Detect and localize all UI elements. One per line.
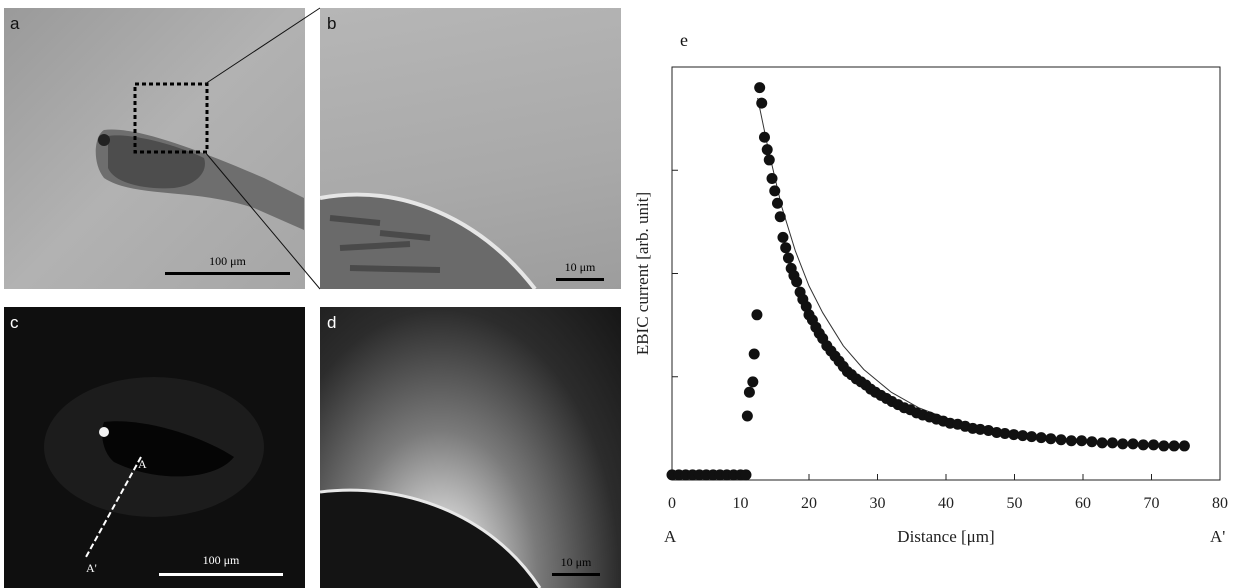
x-end-label-start: A xyxy=(664,527,677,546)
data-point xyxy=(743,386,755,398)
needle-tip-illustration xyxy=(95,82,304,230)
zoom-box xyxy=(133,82,209,154)
data-point xyxy=(1065,435,1077,447)
data-point xyxy=(1086,436,1098,448)
panel-e-label: e xyxy=(680,30,688,50)
x-tick-label: 50 xyxy=(1007,495,1023,512)
y-axis-label: EBIC current [arb. unit] xyxy=(633,192,652,355)
data-point xyxy=(1168,440,1180,452)
panel-a-sem-image: 100 μm xyxy=(4,8,305,289)
data-point xyxy=(1026,431,1038,443)
panel-b-label: b xyxy=(327,14,337,33)
panel-c-ebic-image: A A' 100 μm xyxy=(4,307,305,588)
data-point xyxy=(1076,435,1088,447)
scale-bar xyxy=(552,573,600,576)
x-end-label-end: A' xyxy=(1210,527,1225,546)
panel-d-ebic-image: 10 μm xyxy=(320,307,621,588)
x-tick-label: 20 xyxy=(801,495,817,512)
scale-label: 100 μm xyxy=(202,553,240,567)
ebic-edge-illustration xyxy=(320,488,542,588)
data-point xyxy=(1055,434,1067,446)
data-point xyxy=(999,428,1011,440)
data-point xyxy=(780,242,792,254)
data-point xyxy=(748,348,760,360)
data-point xyxy=(1008,429,1020,441)
data-point xyxy=(791,276,803,288)
needle-edge-illustration xyxy=(320,192,537,289)
data-point xyxy=(1137,439,1149,451)
panel-b-sem-image: 10 μm xyxy=(320,8,621,289)
panel-a-label: a xyxy=(10,14,20,33)
x-tick-label: 70 xyxy=(1144,495,1160,512)
data-point xyxy=(1117,438,1129,450)
scale-bar xyxy=(556,278,604,281)
data-point xyxy=(761,144,773,156)
data-point xyxy=(1148,439,1160,451)
data-point xyxy=(1127,438,1139,450)
data-point xyxy=(800,301,812,313)
data-point xyxy=(754,82,766,94)
data-point xyxy=(782,252,794,264)
x-axis-label: Distance [μm] xyxy=(897,527,994,546)
panel-c-label: c xyxy=(10,313,19,332)
x-tick-label: 80 xyxy=(1212,495,1228,512)
x-tick-label: 0 xyxy=(668,495,676,512)
data-point xyxy=(777,231,789,243)
scale-label: 10 μm xyxy=(560,555,592,569)
scale-bar xyxy=(165,272,290,275)
x-tick-label: 30 xyxy=(870,495,886,512)
panel-d-label: d xyxy=(327,313,337,332)
data-point xyxy=(1035,432,1047,444)
data-point xyxy=(1106,437,1118,449)
ebic-needle-illustration xyxy=(44,377,264,558)
line-end-marker: A' xyxy=(86,561,97,575)
data-point xyxy=(758,131,770,143)
data-point xyxy=(763,154,775,166)
x-tick-label: 10 xyxy=(733,495,749,512)
data-point xyxy=(756,97,768,109)
data-point xyxy=(991,427,1003,439)
line-start-marker: A xyxy=(138,457,147,471)
data-point xyxy=(1017,430,1029,442)
scale-bar xyxy=(159,573,283,576)
x-tick-label: 40 xyxy=(938,495,954,512)
data-point xyxy=(766,173,778,185)
data-point xyxy=(751,309,763,321)
ebic-profile-chart: 0 10 20 30 40 50 60 70 80 A A' Distance [μm] EBIC cu… xyxy=(633,66,1228,546)
data-point xyxy=(774,211,786,223)
data-point xyxy=(1158,440,1170,452)
data-point xyxy=(769,185,781,197)
data-point xyxy=(982,424,994,436)
zoom-connector-lines xyxy=(204,7,321,290)
fit-curve xyxy=(757,97,1186,446)
data-point xyxy=(1096,437,1108,449)
data-point xyxy=(1178,440,1190,452)
data-point xyxy=(740,469,752,481)
data-point xyxy=(741,410,753,422)
x-tick-label: 60 xyxy=(1075,495,1091,512)
scale-label: 10 μm xyxy=(564,260,596,274)
data-point xyxy=(771,197,783,209)
scale-label: 100 μm xyxy=(209,254,246,268)
data-point xyxy=(747,376,759,388)
line-profile xyxy=(85,456,142,558)
data-point xyxy=(974,423,986,435)
data-point xyxy=(1045,433,1057,445)
